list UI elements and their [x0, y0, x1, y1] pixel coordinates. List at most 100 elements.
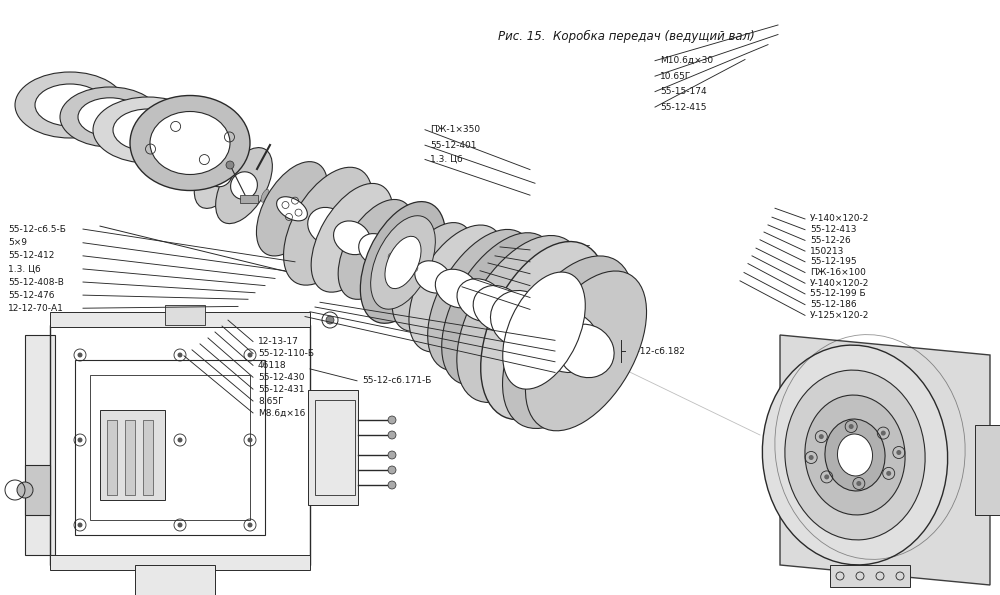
Ellipse shape [194, 140, 246, 208]
Ellipse shape [558, 324, 614, 378]
Circle shape [388, 253, 396, 261]
Circle shape [400, 245, 408, 253]
Ellipse shape [311, 183, 393, 292]
Bar [25, 465, 50, 515]
Ellipse shape [35, 84, 105, 126]
Circle shape [809, 455, 814, 460]
Ellipse shape [295, 205, 303, 218]
Ellipse shape [525, 271, 647, 431]
Text: 55-12-401: 55-12-401 [430, 140, 477, 150]
Ellipse shape [277, 197, 307, 221]
Text: 55-12-431: 55-12-431 [258, 384, 304, 394]
Ellipse shape [290, 203, 298, 216]
Bar [25, 335, 55, 555]
Circle shape [178, 522, 182, 528]
Text: 55-12-сб.182: 55-12-сб.182 [625, 346, 685, 356]
Ellipse shape [187, 154, 205, 171]
Bar [100, 410, 165, 500]
Circle shape [78, 437, 82, 443]
Circle shape [405, 270, 413, 278]
Text: 55-12-410: 55-12-410 [535, 269, 582, 278]
Text: 55-12-189: 55-12-189 [535, 257, 582, 267]
Polygon shape [780, 335, 990, 585]
Bar [125, 420, 135, 495]
Ellipse shape [113, 109, 183, 151]
Circle shape [410, 264, 418, 272]
Ellipse shape [435, 270, 479, 308]
Circle shape [17, 482, 33, 498]
Text: 12-13-17: 12-13-17 [258, 337, 299, 346]
Text: У-125×120-2: У-125×120-2 [810, 311, 869, 320]
Text: У-140×120-2: У-140×120-2 [810, 278, 869, 288]
Ellipse shape [503, 272, 585, 389]
Ellipse shape [338, 199, 414, 299]
Text: 55-12-сб.171-Б: 55-12-сб.171-Б [362, 376, 431, 386]
Ellipse shape [304, 210, 312, 223]
Ellipse shape [762, 345, 948, 565]
Circle shape [388, 431, 396, 439]
Ellipse shape [785, 370, 925, 540]
Circle shape [393, 247, 401, 255]
Ellipse shape [457, 236, 583, 402]
Ellipse shape [284, 167, 372, 285]
Ellipse shape [299, 208, 307, 221]
Ellipse shape [473, 286, 525, 332]
Text: 55-12-182-Б: 55-12-182-Б [535, 245, 591, 255]
Text: 55-12-199 Б: 55-12-199 Б [810, 289, 866, 299]
Text: 1.3. Цб: 1.3. Цб [8, 264, 41, 274]
Text: Рис. 15.  Коробка передач (ведущий вал): Рис. 15. Коробка передач (ведущий вал) [498, 30, 755, 43]
Ellipse shape [481, 242, 607, 419]
Circle shape [388, 466, 396, 474]
Circle shape [78, 352, 82, 358]
Ellipse shape [428, 230, 534, 371]
Text: 3Т2-4×10: 3Т2-4×10 [560, 357, 605, 367]
Ellipse shape [78, 98, 142, 136]
Text: 150213: 150213 [810, 246, 844, 256]
Bar [143, 420, 153, 495]
Circle shape [819, 434, 824, 439]
Ellipse shape [334, 221, 370, 255]
Text: 55-12-110-Б: 55-12-110-Б [258, 349, 314, 358]
Text: 55-12-415: 55-12-415 [660, 102, 706, 112]
Text: 12-12-70-А1: 12-12-70-А1 [8, 303, 64, 313]
Ellipse shape [93, 97, 203, 163]
Text: 55-12-26: 55-12-26 [810, 236, 851, 245]
Circle shape [824, 474, 829, 480]
Circle shape [388, 451, 396, 459]
Circle shape [388, 416, 396, 424]
Ellipse shape [271, 194, 279, 207]
Circle shape [248, 437, 252, 443]
Text: 1.3. Цб: 1.3. Цб [430, 155, 463, 164]
Circle shape [856, 481, 861, 486]
Bar [830, 565, 910, 587]
Ellipse shape [130, 96, 250, 190]
Bar [135, 565, 215, 595]
Text: М10.6д×30: М10.6д×30 [660, 56, 713, 65]
Ellipse shape [490, 290, 550, 347]
Ellipse shape [285, 201, 293, 214]
Text: 55-12-412: 55-12-412 [8, 251, 54, 261]
Text: 55-12-сб.188-А: 55-12-сб.188-А [535, 305, 604, 314]
Bar [107, 420, 117, 495]
Text: 8.65Г: 8.65Г [258, 396, 284, 406]
Bar [50, 312, 310, 327]
Circle shape [881, 431, 886, 436]
Circle shape [849, 424, 854, 429]
Ellipse shape [178, 139, 214, 186]
Ellipse shape [837, 434, 873, 476]
Ellipse shape [457, 278, 505, 321]
Ellipse shape [442, 233, 556, 385]
Text: 5×9: 5×9 [8, 238, 27, 248]
Circle shape [388, 481, 396, 489]
Ellipse shape [537, 312, 599, 372]
Circle shape [178, 437, 182, 443]
Ellipse shape [280, 199, 288, 211]
Bar [75, 360, 265, 535]
Ellipse shape [308, 208, 348, 245]
Text: 55-15-174: 55-15-174 [660, 87, 707, 96]
Text: 55-12-414: 55-12-414 [560, 368, 606, 377]
Ellipse shape [261, 189, 269, 202]
Text: 55-12-408-В: 55-12-408-В [8, 277, 64, 287]
Ellipse shape [216, 148, 272, 224]
Text: 10.65Г: 10.65Г [660, 71, 691, 81]
